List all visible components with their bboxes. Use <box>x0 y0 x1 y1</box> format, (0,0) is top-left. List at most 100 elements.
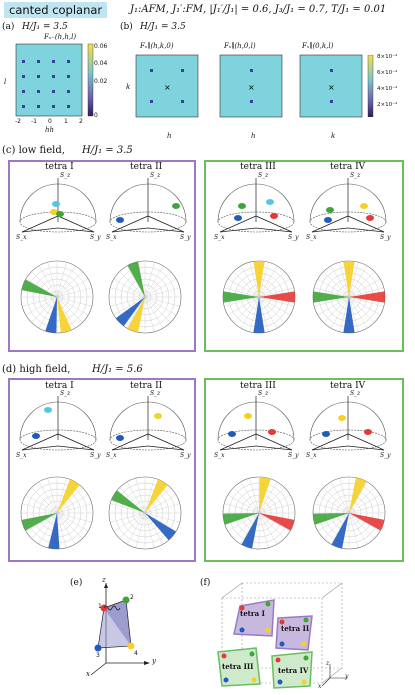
sy-label: S_y <box>90 234 101 241</box>
pb2-xlabel: h <box>251 132 256 140</box>
panel-b-plot-3: × <box>299 54 363 118</box>
cb-a-tick-3: 0 <box>94 112 98 119</box>
panel-a-plot-title: Fₛ₋(h,h,l) <box>44 33 77 41</box>
spin-cluster <box>44 407 52 413</box>
panel-a-plot <box>15 43 94 117</box>
spin-wedge <box>223 291 259 303</box>
spin-wedge <box>349 477 367 513</box>
spin-cluster <box>324 217 332 223</box>
bragg-peak <box>52 105 55 108</box>
cb-b-tick-3: 2×10⁻⁴ <box>377 102 398 108</box>
pb3-title: Fₛ∥(0,k,l) <box>302 42 334 50</box>
c-tetra-2: tetra II <box>130 162 163 172</box>
spin-wedge <box>115 297 145 327</box>
panel-c-purple-box <box>8 160 196 352</box>
spin-wedge <box>21 279 57 297</box>
spin-wedge <box>127 297 145 333</box>
sy-label: S_y <box>380 234 391 241</box>
bragg-peak <box>67 60 70 63</box>
spin-cluster <box>322 431 330 437</box>
spin-wedge <box>349 291 385 303</box>
spin-wedge <box>259 291 295 303</box>
panel-a-ylabel: l <box>4 78 7 86</box>
bragg-peak <box>37 60 40 63</box>
spin-cluster <box>234 215 242 221</box>
f-axis-y: y <box>345 673 349 680</box>
spin-cluster <box>32 433 40 439</box>
pb2-title: Fₛ∥(h,0,l) <box>224 42 256 50</box>
spin-sphere <box>19 396 97 451</box>
spin-sphere <box>109 396 187 451</box>
e-axis-x: x <box>86 670 90 678</box>
panel-a-label: (a) <box>2 22 15 32</box>
d-tetra-2: tetra II <box>130 381 163 391</box>
cb-a-tick-2: 0.02 <box>94 78 108 85</box>
c-tetra-4: tetra IV <box>330 162 366 172</box>
spin-wedge <box>259 477 271 513</box>
e-site-1: 1 <box>98 603 102 610</box>
spin-cluster <box>364 429 372 435</box>
sx-label: S_x <box>306 234 317 241</box>
svg-text:×: × <box>164 83 171 92</box>
spin-cluster <box>50 209 58 215</box>
sy-label: S_y <box>380 452 391 459</box>
sy-label: S_y <box>180 452 191 459</box>
spin-cluster <box>116 435 124 441</box>
spin-wedge <box>223 513 259 525</box>
sz-label: S_z <box>258 172 269 179</box>
polar-projection <box>222 476 296 550</box>
bragg-peak <box>52 60 55 63</box>
cb-b-tick-2: 4×10⁻⁴ <box>377 86 398 92</box>
spin-sphere <box>217 178 295 233</box>
f-tetra-3: tetra III <box>222 662 254 671</box>
parameters-text: J₁:AFM, J₁′:FM, |J₁′/J₁| = 0.6, J₃/J₁ = … <box>130 4 387 15</box>
spin-cluster <box>266 199 274 205</box>
spin-wedge <box>313 291 349 303</box>
pa-xtick-0: -2 <box>15 118 21 125</box>
e-site-3: 3 <box>96 652 100 659</box>
sz-label: S_z <box>60 172 71 179</box>
pa-xtick-1: -1 <box>31 118 37 125</box>
sy-label: S_y <box>288 234 299 241</box>
spin-cluster <box>172 203 180 209</box>
spin-wedge <box>343 297 355 333</box>
c-tetra-1: tetra I <box>45 162 74 172</box>
spin-cluster <box>238 203 246 209</box>
spin-cluster <box>228 431 236 437</box>
sz-label: S_z <box>258 390 269 397</box>
bragg-peak <box>37 90 40 93</box>
spin-cluster <box>244 413 252 419</box>
spin-cluster <box>326 207 334 213</box>
spin-cluster <box>268 429 276 435</box>
spin-cluster <box>338 415 346 421</box>
spin-sphere <box>19 178 97 233</box>
coplanar-badge: canted coplanar <box>4 2 108 18</box>
sx-label: S_x <box>214 452 225 459</box>
pa-xtick-4: 2 <box>79 118 83 125</box>
f-tetra-2: tetra II <box>281 624 310 633</box>
panel-d-label: (d) high field, <box>2 364 71 375</box>
panel-b-field: H/J₁ = 3.5 <box>140 22 186 32</box>
spin-wedge <box>253 297 265 333</box>
spin-sphere <box>309 396 387 451</box>
bragg-peak <box>37 75 40 78</box>
panel-b-label: (b) <box>120 22 133 32</box>
panel-d-purple-box <box>8 378 196 562</box>
sz-label: S_z <box>350 390 361 397</box>
f-axis-x: x <box>318 683 322 690</box>
bragg-peak <box>22 60 25 63</box>
sz-label: S_z <box>150 390 161 397</box>
polar-projection <box>222 260 296 334</box>
pa-xtick-3: 1 <box>64 118 68 125</box>
spin-wedge <box>145 479 168 513</box>
pb1-ylabel: k <box>126 83 131 91</box>
sz-label: S_z <box>60 390 71 397</box>
e-site-4: 4 <box>134 650 138 657</box>
sx-label: S_x <box>106 452 117 459</box>
spin-sphere <box>309 178 387 233</box>
bragg-peak <box>37 105 40 108</box>
spin-wedge <box>111 490 145 513</box>
d-tetra-1: tetra I <box>45 381 74 391</box>
spin-cluster <box>52 201 60 207</box>
panel-c-green-box <box>204 160 404 352</box>
